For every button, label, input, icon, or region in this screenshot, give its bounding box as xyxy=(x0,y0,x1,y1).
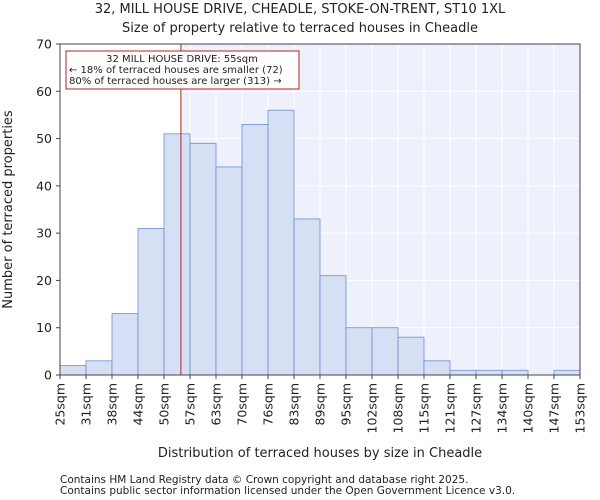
bar xyxy=(553,369,581,376)
annotation-line-3: 80% of terraced houses are larger (313) … xyxy=(69,76,282,87)
chart-title: 32, MILL HOUSE DRIVE, CHEADLE, STOKE-ON-… xyxy=(95,2,506,17)
x-axis-label: Distribution of terraced houses by size … xyxy=(158,446,482,461)
y-tick-label: 0 xyxy=(44,368,52,383)
annotation-box: 32 MILL HOUSE DRIVE: 55sqm ← 18% of terr… xyxy=(65,50,300,90)
x-tick-label: 63sqm xyxy=(209,383,224,426)
y-tick-label: 50 xyxy=(36,131,52,146)
x-tick-label: 134sqm xyxy=(495,383,510,433)
x-tick-label: 108sqm xyxy=(391,383,406,433)
x-tick-label: 57sqm xyxy=(183,383,198,426)
bar xyxy=(293,218,321,376)
y-tick-label: 30 xyxy=(36,226,52,241)
x-tick-label: 95sqm xyxy=(339,383,354,426)
bar xyxy=(501,369,529,376)
bar xyxy=(163,133,191,376)
x-tick-label: 121sqm xyxy=(443,383,458,433)
y-axis-label: Number of terraced properties xyxy=(1,110,16,309)
x-tick-label: 115sqm xyxy=(417,383,432,433)
bar xyxy=(267,109,295,376)
x-tick-label: 50sqm xyxy=(157,383,172,426)
x-tick-label: 76sqm xyxy=(261,383,276,426)
annotation-line-2: ← 18% of terraced houses are smaller (72… xyxy=(69,65,283,76)
x-tick-label: 44sqm xyxy=(131,383,146,426)
x-axis-ticks: 25sqm 31sqm 38sqm 44sqm 50sqm 57sqm 63sqm 70sqm… xyxy=(53,375,588,433)
bar xyxy=(241,123,269,376)
bar xyxy=(59,365,87,376)
y-axis-ticks: 0 10 20 30 40 50 60 70 xyxy=(36,37,60,383)
bar xyxy=(215,166,243,376)
bar xyxy=(449,369,477,376)
annotation-line-1: 32 MILL HOUSE DRIVE: 55sqm xyxy=(106,54,258,65)
bar xyxy=(475,369,503,376)
x-tick-label: 70sqm xyxy=(235,383,250,426)
x-tick-label: 140sqm xyxy=(521,383,536,433)
y-tick-label: 10 xyxy=(36,320,52,335)
bar xyxy=(423,360,451,376)
x-tick-label: 89sqm xyxy=(313,383,328,426)
y-tick-label: 40 xyxy=(36,178,52,193)
x-tick-label: 127sqm xyxy=(469,383,484,433)
bar xyxy=(85,360,113,376)
x-tick-label: 31sqm xyxy=(79,383,94,426)
bar xyxy=(319,275,347,376)
y-tick-label: 20 xyxy=(36,273,52,288)
y-tick-label: 70 xyxy=(36,37,52,52)
footer-line-1: Contains HM Land Registry data © Crown c… xyxy=(60,474,468,486)
bar xyxy=(397,336,425,376)
x-tick-label: 25sqm xyxy=(53,383,68,426)
x-tick-label: 38sqm xyxy=(105,383,120,426)
y-tick-label: 60 xyxy=(36,84,52,99)
bar xyxy=(111,313,139,376)
bar xyxy=(345,327,373,376)
footer-line-2: Contains public sector information licen… xyxy=(60,485,515,497)
bar xyxy=(189,142,217,376)
x-tick-label: 153sqm xyxy=(573,383,588,433)
chart-subtitle: Size of property relative to terraced ho… xyxy=(122,21,478,36)
x-tick-label: 83sqm xyxy=(287,383,302,426)
bar xyxy=(137,228,165,376)
x-tick-label: 102sqm xyxy=(365,383,380,433)
bars xyxy=(59,109,581,376)
bar xyxy=(371,327,399,376)
x-tick-label: 147sqm xyxy=(547,383,562,433)
annotation-border xyxy=(65,50,300,90)
